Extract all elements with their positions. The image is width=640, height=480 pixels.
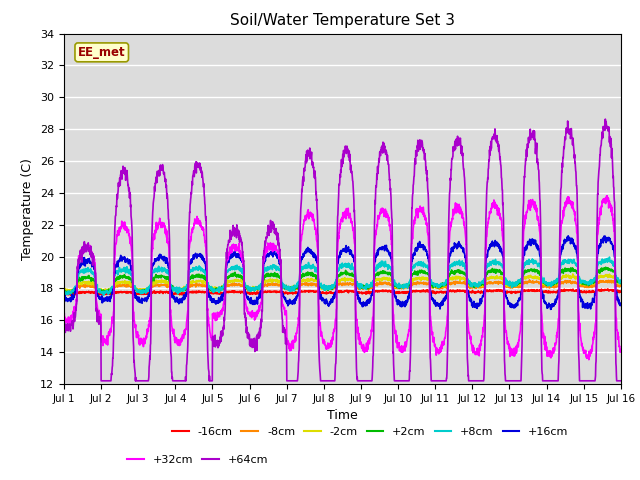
- Title: Soil/Water Temperature Set 3: Soil/Water Temperature Set 3: [230, 13, 455, 28]
- X-axis label: Time: Time: [327, 409, 358, 422]
- Legend: +32cm, +64cm: +32cm, +64cm: [123, 451, 273, 469]
- Y-axis label: Temperature (C): Temperature (C): [22, 158, 35, 260]
- Text: EE_met: EE_met: [78, 46, 125, 59]
